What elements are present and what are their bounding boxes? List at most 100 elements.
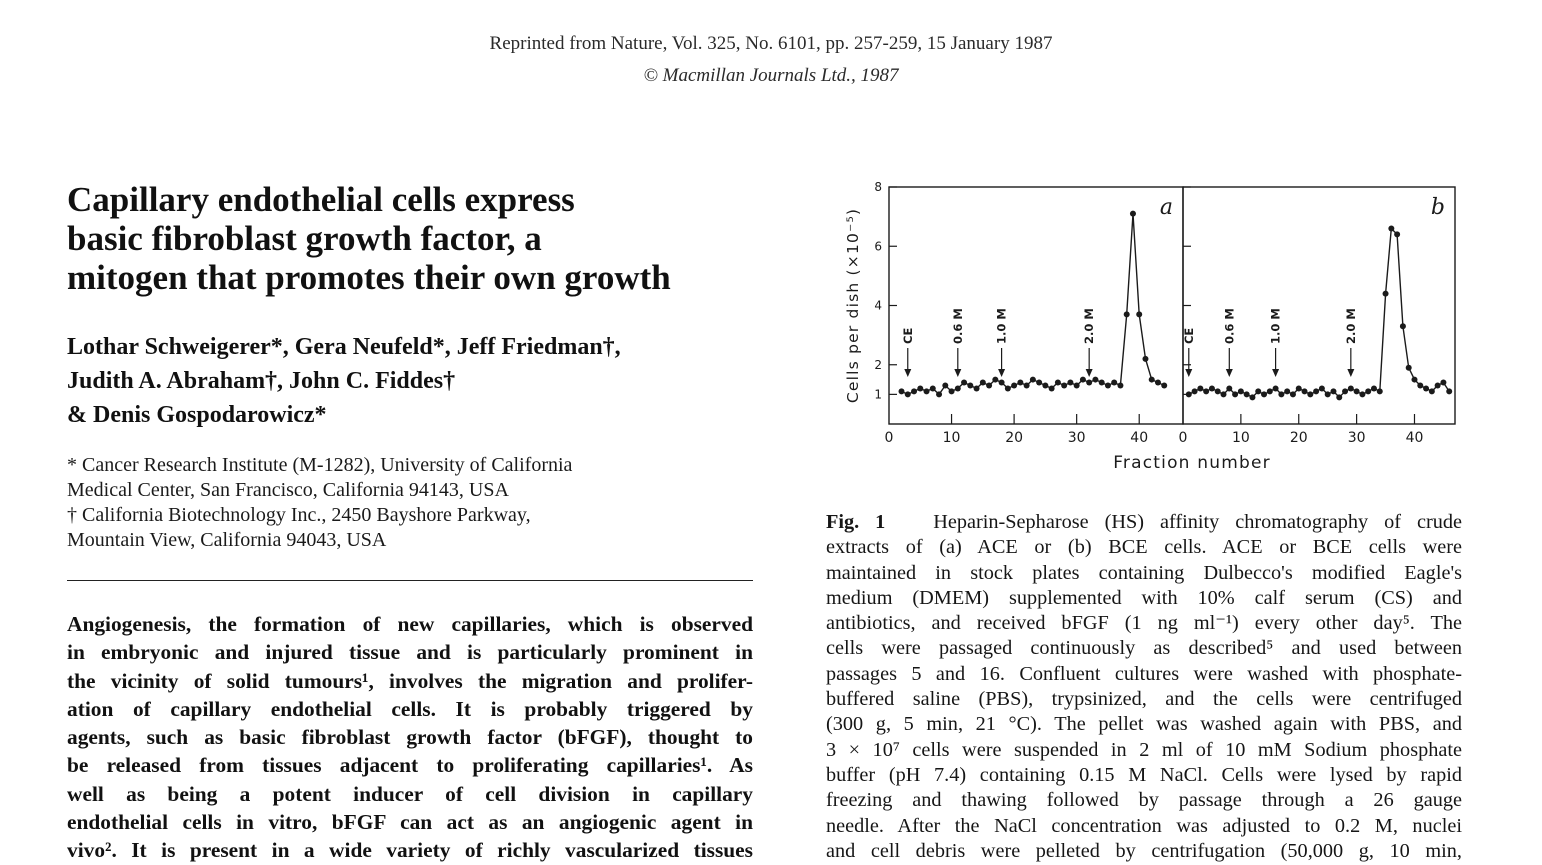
data-point [992,376,999,383]
data-point [1330,388,1337,395]
y-axis-label: Cells per dish (×10⁻⁵) [844,208,862,403]
data-point [1154,379,1161,386]
data-point [1237,388,1244,395]
abstract-line: Angiogenesis, the formation of new capil… [67,612,753,636]
data-point [929,385,936,392]
data-point [1261,391,1268,398]
data-point [1017,379,1024,386]
data-point [1086,379,1093,386]
caption-line: 3 × 10⁷ cells were suspended in 2 ml of … [826,738,1462,761]
data-point [1117,382,1124,389]
caption-line: maintained in stock plates containing Du… [826,561,1462,584]
x-tick-label: 40 [1406,430,1424,446]
data-point [1405,364,1412,371]
elution-marker-label: 1.0 M [995,308,1009,344]
elution-marker-label: 0.6 M [1222,308,1236,344]
data-point [1042,382,1049,389]
elution-arrow-head [998,369,1006,377]
abstract-line: ation of capillary endothelial cells. It… [67,696,753,721]
data-point [1011,382,1018,389]
data-point [1232,391,1239,398]
caption-line: antibiotics, and received bFGF (1 ng ml⁻… [826,612,1462,635]
data-point [1073,382,1080,389]
data-point [1359,391,1366,398]
data-point [1272,385,1279,392]
data-point [1136,311,1143,318]
data-point [1353,388,1360,395]
data-point [1104,382,1111,389]
affiliation-line: * Cancer Research Institute (M-1282), Un… [67,454,573,476]
data-point [1423,385,1430,392]
series-line [901,213,1165,396]
data-point [1347,385,1354,392]
affiliation-line: Medical Center, San Francisco, Californi… [67,479,509,501]
elution-arrow-head [1272,369,1280,377]
title-line: Capillary endothelial cells express [67,180,575,219]
y-tick-label: 2 [874,358,882,372]
caption-line: passages 5 and 16. Confluent cultures we… [826,662,1462,685]
abstract-line: well as being a potent inducer of cell d… [67,781,753,806]
caption-line: (300 g, 5 min, 21 °C). The pellet was wa… [826,713,1462,736]
data-point [1295,385,1302,392]
reprint-citation: Reprinted from Nature, Vol. 325, No. 610… [489,33,1053,54]
panel-label: a [1160,195,1173,220]
y-tick-label: 8 [874,180,882,194]
elution-marker-label: 2.0 M [1344,308,1358,344]
caption-line: Fig. 1 Heparin-Sepharose (HS) affinity c… [826,510,1462,535]
data-point [1289,391,1296,398]
author-line: & Denis Gospodarowicz* [67,402,327,428]
abstract-line: be released from tissues adjacent to pro… [67,753,753,778]
data-point [998,379,1005,386]
data-point [1428,388,1435,395]
data-point [973,385,980,392]
elution-arrow-head [954,369,962,377]
data-point [1226,385,1233,392]
data-point [1440,379,1447,386]
data-point [1313,388,1320,395]
caption-line: cells were passaged continuously as desc… [826,637,1462,660]
y-tick-label: 1 [874,387,882,401]
elution-marker-label: CE [1182,328,1196,344]
data-point [1197,385,1204,392]
caption-line: extracts of (a) ACE or (b) BCE cells. AC… [826,536,1462,559]
x-tick-label: 0 [1179,430,1188,446]
data-point [1079,376,1086,383]
abstract-line: agents, such as basic fibroblast growth … [67,725,753,750]
data-point [986,382,993,389]
data-point [967,382,974,389]
data-point [1098,379,1105,386]
caption-line: medium (DMEM) supplemented with 10% calf… [826,586,1462,609]
copyright-line: © Macmillan Journals Ltd., 1987 [643,65,899,86]
elution-marker-label: 1.0 M [1269,308,1283,344]
data-point [1301,388,1308,395]
x-tick-label: 0 [885,430,894,446]
data-point [1307,391,1314,398]
caption-label: Fig. 1 [826,511,886,533]
data-point [942,382,949,389]
data-point [1446,388,1453,395]
data-point [1336,394,1343,401]
data-point [1399,323,1406,330]
affiliation-line: † California Biotechnology Inc., 2450 Ba… [67,504,531,526]
data-point [1148,376,1155,383]
data-point [923,388,930,395]
caption-line: needle. After the NaCl concentration was… [826,814,1462,837]
data-point [1324,391,1331,398]
elution-marker-label: 0.6 M [951,308,965,344]
data-point [1129,210,1136,217]
author-line: Judith A. Abraham†, John C. Fiddes† [67,368,456,394]
data-point [936,391,943,398]
elution-marker-label: 2.0 M [1082,308,1096,344]
data-point [1411,376,1418,383]
elution-arrow-head [1347,369,1355,377]
data-point [1249,394,1256,401]
data-point [1388,225,1395,232]
data-point [1185,391,1192,398]
data-point [1161,382,1168,389]
data-point [1243,391,1250,398]
data-point [1208,385,1215,392]
panel-label: b [1431,195,1445,220]
data-point [1203,388,1210,395]
x-tick-label: 10 [1232,430,1250,446]
elution-arrow-head [1085,369,1093,377]
